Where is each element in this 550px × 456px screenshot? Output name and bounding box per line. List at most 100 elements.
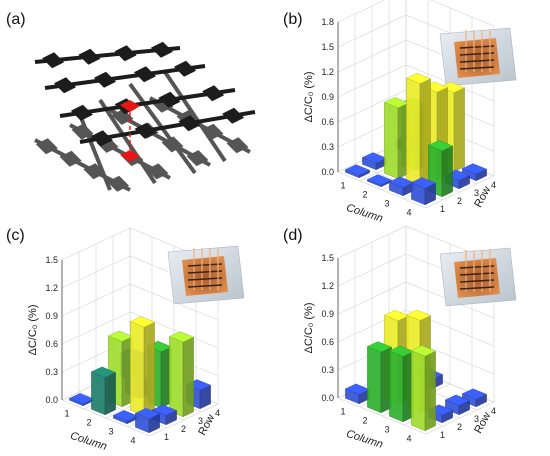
wall-gridline (337, 0, 495, 27)
row-tick-label: 3 (198, 416, 203, 426)
inset-sensor-array (454, 258, 500, 298)
bar3d-chart-c: 0.0 0.3 0.6 0.9 1.2 1.5 ΔC/C₀ (%) 1 2 3 4 Column 1 2 3… (27, 227, 245, 453)
inset-electrode (459, 66, 495, 70)
x-axis-title: Column (345, 428, 385, 451)
bar-top-face (410, 345, 437, 357)
lower-electrode-4 (163, 70, 227, 163)
bar-top-face (168, 331, 195, 343)
bottom-electrode-1-pad (107, 175, 130, 192)
bar-c2-r1 (366, 341, 393, 414)
panel-label-a: (a) (6, 11, 26, 28)
inset-photo (167, 245, 245, 305)
bottom-electrode-4-pad (201, 123, 224, 140)
bar-front-face (169, 336, 184, 418)
y-tick-label: 0.0 (321, 393, 334, 403)
row-tick-label: 2 (457, 196, 462, 206)
bar-top-face (366, 341, 393, 353)
top-electrode-3-pad (158, 91, 181, 108)
column-tick-label: 4 (406, 434, 411, 444)
bar-side-face (143, 321, 155, 417)
bar-top-face (90, 366, 117, 378)
column-tick-label: 2 (362, 416, 367, 426)
column-tick-label: 3 (108, 427, 113, 437)
bar-c4-r4 (185, 379, 212, 410)
top-electrode-2-pad (54, 77, 76, 94)
bar-c1-r1 (68, 393, 95, 407)
pressed-pixel-bottom (120, 150, 140, 162)
row-tick-label: 4 (491, 406, 496, 416)
panel-label-d: (d) (283, 227, 303, 244)
inset-electrode (459, 59, 495, 63)
bar-top-face (439, 81, 466, 93)
bar-side-face (104, 372, 116, 416)
bar3d-chart-d: 0.0 0.3 0.6 0.9 1.2 1.5 ΔC/C₀ (%) 1 2 3 4 Column 1 2 3… (303, 225, 517, 451)
inset-electrode (187, 284, 223, 288)
column-tick-label: 1 (340, 407, 345, 417)
bar-side-face (182, 336, 194, 418)
row-tick-label: 1 (440, 430, 445, 440)
bottom-electrode-3-pad (186, 150, 209, 167)
column-tick-label: 2 (86, 418, 91, 428)
bar-front-face (389, 350, 404, 423)
column-tick-label: 1 (64, 409, 69, 419)
y-tick-label: 1.2 (45, 283, 58, 293)
y-tick-label: 0.3 (45, 367, 58, 377)
row-tick-label: 3 (474, 414, 479, 424)
top-electrode-2-pad (94, 71, 116, 88)
bar-c3-r2 (129, 316, 156, 417)
top-electrode-3-pad (202, 85, 225, 102)
bottom-electrode-2-pad (146, 163, 169, 180)
y-tick-label: 0.0 (45, 395, 58, 405)
row-tick-label: 4 (491, 180, 496, 190)
row-tick-label: 1 (164, 432, 169, 442)
bar-c4-r1 (134, 408, 161, 434)
bar-side-face (441, 145, 453, 198)
lower-electrode-2 (98, 98, 157, 185)
bar-top-face (410, 177, 437, 189)
top-electrode-3-pad (70, 104, 93, 121)
bar-c3-r2 (405, 72, 432, 189)
y-tick-label: 1.5 (321, 253, 334, 263)
bottom-electrode-1-pad (59, 150, 82, 167)
top-electrode-2-pad (134, 66, 156, 83)
top-electrode-4-pad (222, 107, 245, 124)
top-electrode-1-pad (114, 45, 137, 62)
bottom-electrode-1-pad (83, 163, 106, 180)
row-tick-label: 4 (215, 408, 220, 418)
bar-c4-r4 (461, 388, 488, 408)
row-tick-label: 2 (181, 424, 186, 434)
bar-c3-r1 (388, 345, 415, 423)
inset-electrode (459, 286, 495, 290)
top-electrode-1-pad (78, 48, 101, 65)
bottom-electrode-3-pad (111, 108, 134, 125)
y-tick-label: 1.2 (321, 67, 334, 77)
bar-top-face (427, 140, 454, 152)
bar-front-face (406, 77, 421, 189)
bar-front-face (367, 346, 382, 414)
bar-top-face (461, 163, 488, 175)
bar3d-chart-b: 0.0 0.3 0.6 0.9 1.2 1.5 1.8 ΔC/C₀ (%) 1 2 3 4 Column… (303, 0, 517, 225)
bar-c1-r2 (361, 152, 388, 171)
y-tick-label: 0.3 (321, 142, 334, 152)
inset-electrode (187, 277, 223, 281)
x-axis-title: Column (69, 430, 109, 453)
column-tick-label: 3 (384, 199, 389, 209)
x-axis-title: Column (345, 202, 385, 225)
bar-c1-r1 (344, 164, 371, 179)
bar-c4-r3 (168, 331, 195, 418)
row-tick-label: 2 (457, 422, 462, 432)
y-tick-label: 1.2 (321, 281, 334, 291)
column-tick-label: 2 (362, 190, 367, 200)
bottom-electrode-1-pad (35, 138, 58, 155)
inset-electrode (459, 265, 495, 269)
y-tick-label: 0.0 (321, 167, 334, 177)
bar-front-face (384, 102, 399, 180)
y-tick-label: 1.5 (321, 42, 334, 52)
inset-electrode (187, 263, 223, 267)
bar-top-face (405, 309, 432, 321)
bar-top-face (405, 72, 432, 84)
top-electrode-4-pad (134, 122, 157, 139)
bar-c2-r2 (383, 97, 410, 180)
top-electrode-1-pad (150, 41, 173, 58)
